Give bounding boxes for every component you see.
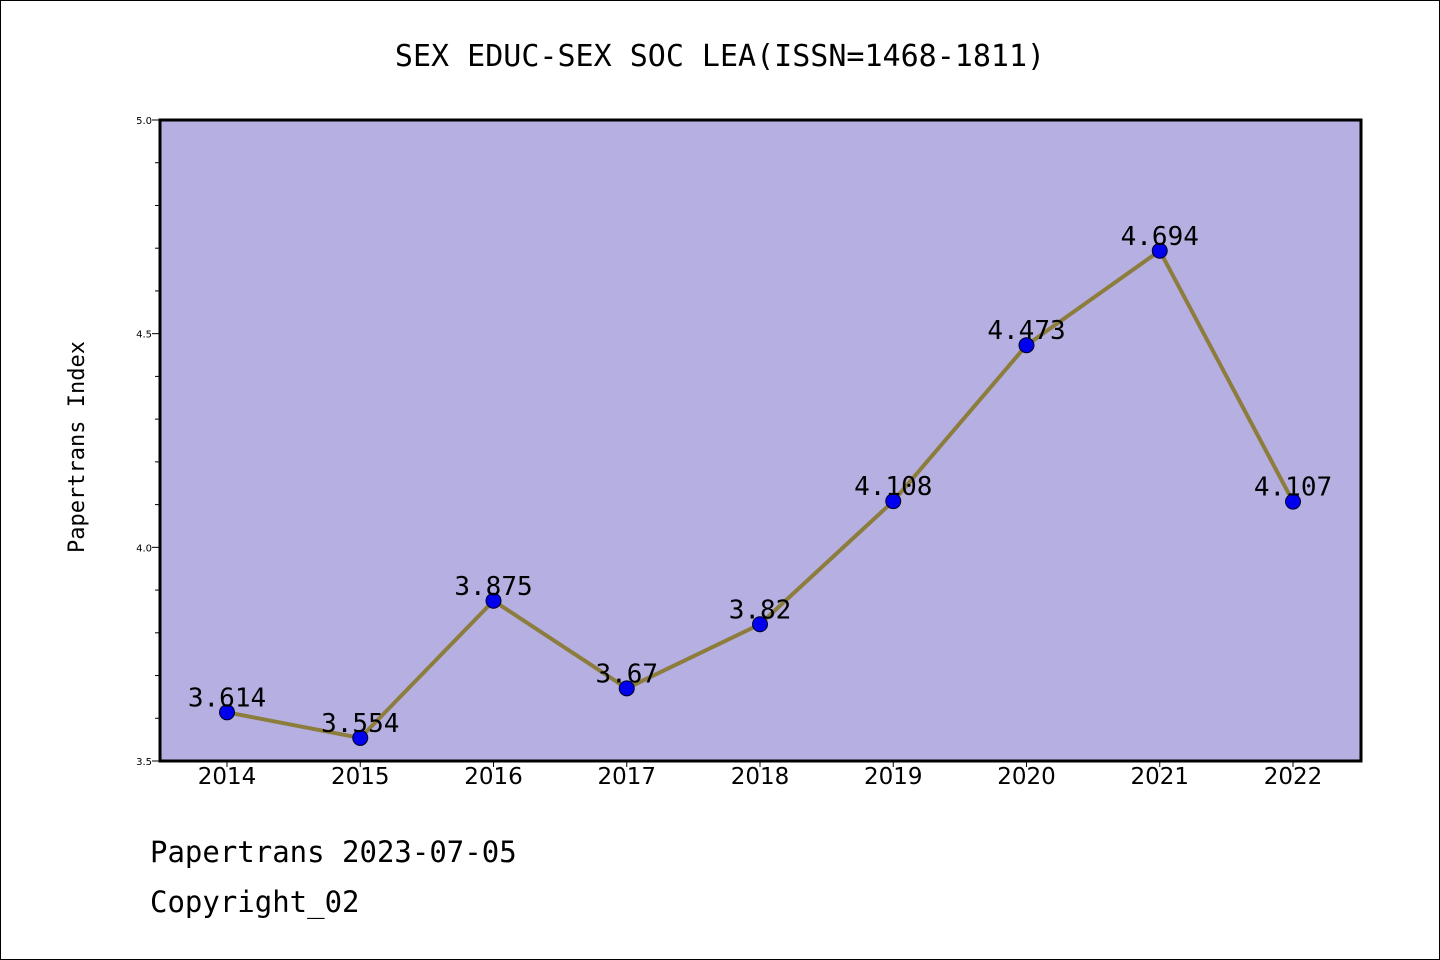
data-point-marker bbox=[352, 729, 369, 746]
x-tick-label: 2016 bbox=[464, 764, 523, 790]
data-point-marker bbox=[752, 616, 768, 633]
data-point-marker bbox=[618, 680, 635, 697]
x-tick-label: 2017 bbox=[597, 764, 656, 790]
data-point-marker bbox=[1285, 493, 1301, 510]
y-axis-label: Papertrans Index bbox=[65, 341, 90, 553]
data-label: 4.107 bbox=[1254, 473, 1332, 503]
x-tick-label: 2015 bbox=[331, 764, 390, 790]
y-tick-label: 3.5 bbox=[136, 757, 152, 768]
chart-title: SEX EDUC-SEX SOC LEA(ISSN=1468-1811) bbox=[395, 39, 1045, 74]
data-label: 4.108 bbox=[854, 472, 932, 502]
x-tick-label: 2019 bbox=[864, 764, 923, 790]
data-point-marker bbox=[1151, 242, 1168, 259]
data-point-marker bbox=[1018, 337, 1035, 354]
data-label: 3.554 bbox=[321, 709, 399, 739]
y-tick-label: 4.5 bbox=[136, 330, 152, 341]
data-label: 3.875 bbox=[454, 572, 532, 602]
data-label: 4.694 bbox=[1121, 222, 1199, 252]
y-axis: 3.5 4.0 4.5 5.0 bbox=[136, 116, 160, 768]
data-label-layer: 3.614 3.554 3.875 3.67 3.82 4.108 4.473 4.694 4.… bbox=[188, 222, 1332, 739]
marker-layer bbox=[219, 242, 1301, 746]
data-point-marker bbox=[885, 493, 902, 510]
x-tick-label: 2021 bbox=[1130, 764, 1189, 790]
data-label: 4.473 bbox=[987, 316, 1065, 346]
x-tick-label: 2018 bbox=[731, 764, 790, 790]
y-tick-label: 4.0 bbox=[136, 543, 152, 554]
x-axis: 2014 2015 2016 2017 2018 2019 2020 2021 2022 bbox=[198, 761, 1323, 790]
footer-date: Papertrans 2023-07-05 bbox=[150, 835, 517, 869]
plot-area bbox=[158, 118, 1363, 763]
data-point-marker bbox=[219, 704, 235, 721]
y-tick-label: 5.0 bbox=[136, 116, 152, 127]
data-point-marker bbox=[485, 592, 502, 609]
data-label: 3.614 bbox=[188, 683, 266, 713]
data-label: 3.67 bbox=[595, 659, 658, 689]
footer-copyright: Copyright_02 bbox=[150, 885, 360, 919]
x-tick-label: 2020 bbox=[997, 764, 1056, 790]
x-tick-label: 2014 bbox=[198, 764, 257, 790]
data-label: 3.82 bbox=[729, 595, 792, 625]
x-tick-label: 2022 bbox=[1264, 764, 1323, 790]
